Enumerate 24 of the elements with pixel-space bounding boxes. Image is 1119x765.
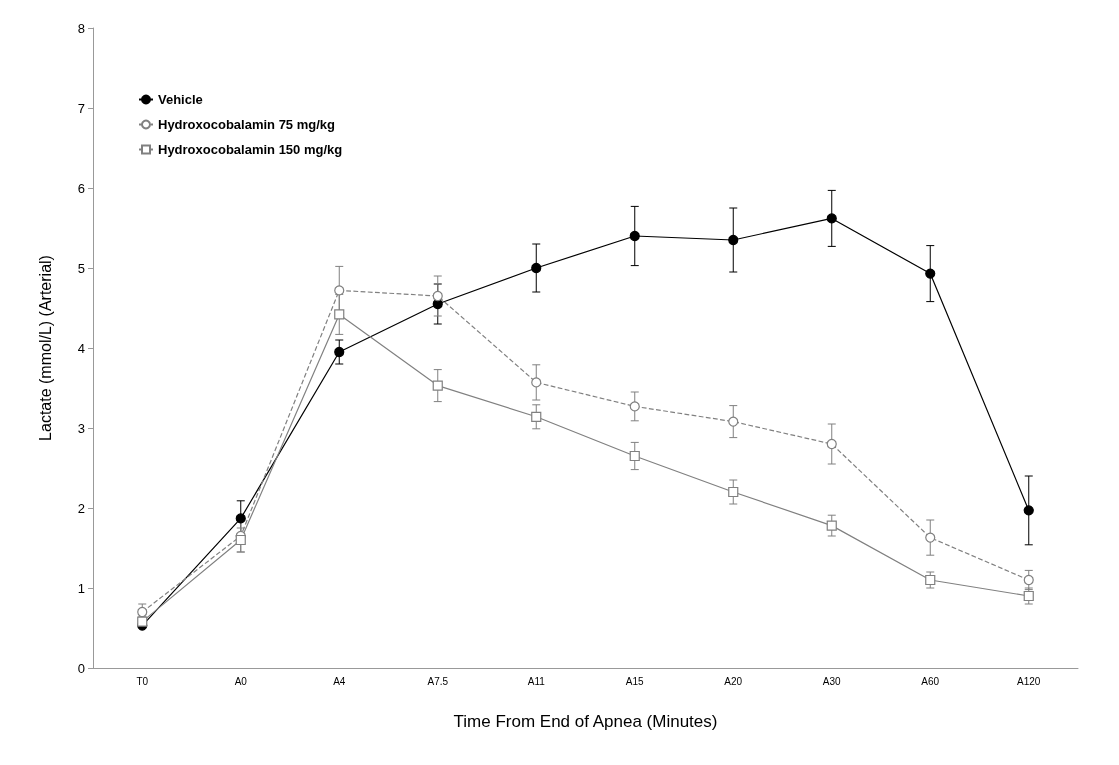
x-tick-label: A7.5 xyxy=(427,675,449,687)
x-tick-label: A60 xyxy=(921,675,940,687)
y-tick-label: 6 xyxy=(77,180,85,196)
y-tick-label: 3 xyxy=(77,420,85,436)
x-tick-label: A20 xyxy=(724,675,743,687)
legend-label: Hydroxocobalamin 75 mg/kg xyxy=(158,117,336,132)
x-tick-label: T0 xyxy=(136,675,149,687)
legend-label: Hydroxocobalamin 150 mg/kg xyxy=(158,142,343,157)
x-tick-label: A30 xyxy=(822,675,842,687)
y-axis-title: Lactate (mmol/L) (Arterial) xyxy=(36,255,54,441)
y-tick-label: 7 xyxy=(77,100,85,116)
legend-label: Vehicle xyxy=(158,92,203,107)
x-tick-label: A11 xyxy=(527,675,546,687)
y-tick-label: 2 xyxy=(77,500,85,516)
x-tick-label: A120 xyxy=(1017,675,1041,687)
y-tick-label: 0 xyxy=(77,660,85,676)
y-tick-label: 4 xyxy=(77,340,85,356)
x-axis-title: Time From End of Apnea (Minutes) xyxy=(453,712,718,731)
x-tick-label: A4 xyxy=(333,675,346,687)
y-tick-label: 1 xyxy=(77,580,85,596)
y-tick-label: 5 xyxy=(77,260,85,276)
x-tick-label: A0 xyxy=(234,675,248,687)
x-tick-label: A15 xyxy=(625,675,645,687)
y-tick-label: 8 xyxy=(77,20,85,36)
